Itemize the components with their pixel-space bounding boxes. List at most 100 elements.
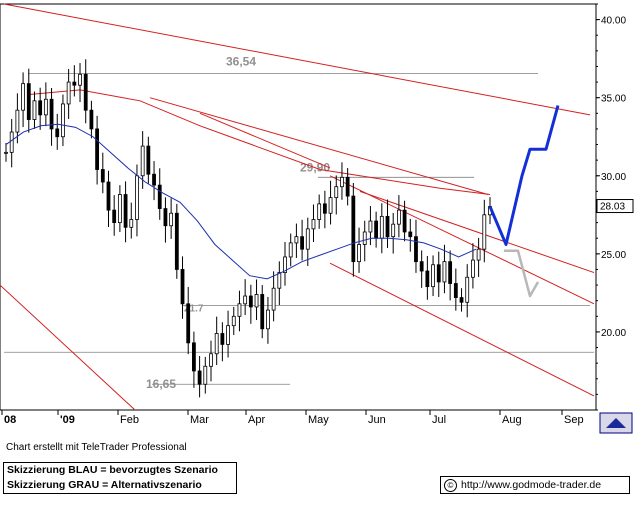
x-tick-label: '09 [60, 414, 75, 426]
candle-body [254, 294, 259, 308]
candle-body [146, 145, 151, 175]
candle-body [300, 236, 304, 250]
candle-body [317, 203, 322, 220]
level-label: 21.7 [184, 303, 204, 314]
candle-body [112, 209, 117, 224]
candle-body [203, 365, 208, 385]
candle-body [61, 103, 65, 138]
x-tick-label: Jun [368, 414, 386, 426]
legend-blue-scenario: Skizzierung BLAU = bevorzugtes Szenario [7, 464, 218, 476]
candle-body [482, 214, 487, 250]
candle-body [305, 228, 310, 250]
candle-body [192, 342, 196, 372]
arrow-icon [606, 418, 626, 428]
candle-body [271, 287, 276, 311]
candle-body [402, 209, 407, 233]
scenario-legend: Skizzierung BLAU = bevorzugtes Szenario … [3, 462, 237, 494]
candle-body [345, 176, 350, 197]
candle-body [379, 215, 384, 239]
candle-body [396, 209, 401, 225]
candle-body [322, 203, 327, 214]
candle-body [453, 283, 458, 298]
candle-body [38, 100, 43, 116]
candle-body [89, 109, 94, 130]
legend-grey-scenario: Skizzierung GRAU = Alternativszenario [7, 479, 202, 491]
trendline [329, 175, 595, 305]
candle-body [448, 261, 453, 284]
candle-body [26, 83, 31, 120]
last-price-label: 28.03 [600, 202, 625, 213]
candle-body [425, 270, 430, 288]
candle-body [169, 212, 174, 227]
scenario-grey-path [504, 249, 540, 298]
copyright-icon: © [444, 479, 457, 492]
last-price-box [596, 199, 634, 214]
candle-body [328, 197, 333, 214]
candle-body [78, 73, 82, 86]
y-tick-label: 25.00 [601, 250, 626, 261]
x-tick-label: 08 [4, 414, 16, 426]
level-label: 36,54 [226, 55, 256, 69]
candle-body [129, 219, 134, 228]
plot-frame [0, 3, 597, 411]
candle-body [32, 100, 37, 120]
y-tick-label: 35.00 [601, 94, 626, 105]
candle-body [311, 219, 316, 230]
candle-body [408, 231, 413, 238]
candle-body [72, 81, 77, 86]
candle-body [471, 259, 475, 278]
candle-body [248, 295, 253, 308]
candle-body [340, 176, 344, 188]
candle-body [163, 208, 168, 227]
candle-body [106, 181, 111, 211]
source-link[interactable]: http://www.godmode-trader.de [440, 476, 630, 494]
source-url[interactable]: http://www.godmode-trader.de [461, 479, 602, 491]
candle-body [135, 175, 139, 220]
candle-body [266, 309, 270, 330]
y-tick-label: 40.00 [601, 16, 626, 27]
candle-body [95, 128, 100, 170]
candle-body [9, 131, 14, 153]
candle-body [4, 151, 8, 154]
candle-body [117, 194, 122, 224]
candle-body [43, 98, 48, 116]
scenario-blue-path [488, 105, 560, 246]
candle-body [226, 325, 230, 345]
candle-body [231, 315, 236, 327]
candle-body [21, 83, 25, 111]
candle-body [237, 303, 242, 317]
x-tick-label: Feb [120, 414, 139, 426]
x-tick-label: Aug [502, 414, 522, 426]
trendline [329, 262, 595, 397]
candle-body [140, 145, 145, 177]
candle-body [374, 220, 379, 239]
candle-body [277, 272, 282, 289]
candle-body [385, 215, 390, 238]
candle-body [414, 236, 418, 263]
x-tick-label: Apr [248, 414, 265, 426]
candle-body [294, 236, 299, 244]
x-tick-label: Mar [190, 414, 209, 426]
blue-moving-average [5, 123, 477, 280]
candle-body [357, 244, 361, 263]
candle-body [83, 73, 88, 111]
long-moving-average [27, 89, 491, 196]
candle-body [209, 353, 213, 367]
x-tick-label: Jul [432, 414, 446, 426]
candle-body [288, 242, 293, 258]
candle-body [180, 269, 185, 305]
candle-body [334, 186, 339, 199]
candle-body [152, 173, 156, 186]
candle-body [123, 194, 128, 228]
candle-body [476, 248, 481, 261]
y-tick-label: 30.00 [601, 172, 626, 183]
trendline [0, 284, 136, 411]
trendline [3, 3, 591, 116]
candle-body [362, 231, 367, 245]
trendline [199, 112, 331, 169]
candle-body [157, 184, 162, 209]
candle-body [55, 128, 60, 138]
candle-body [283, 256, 287, 273]
